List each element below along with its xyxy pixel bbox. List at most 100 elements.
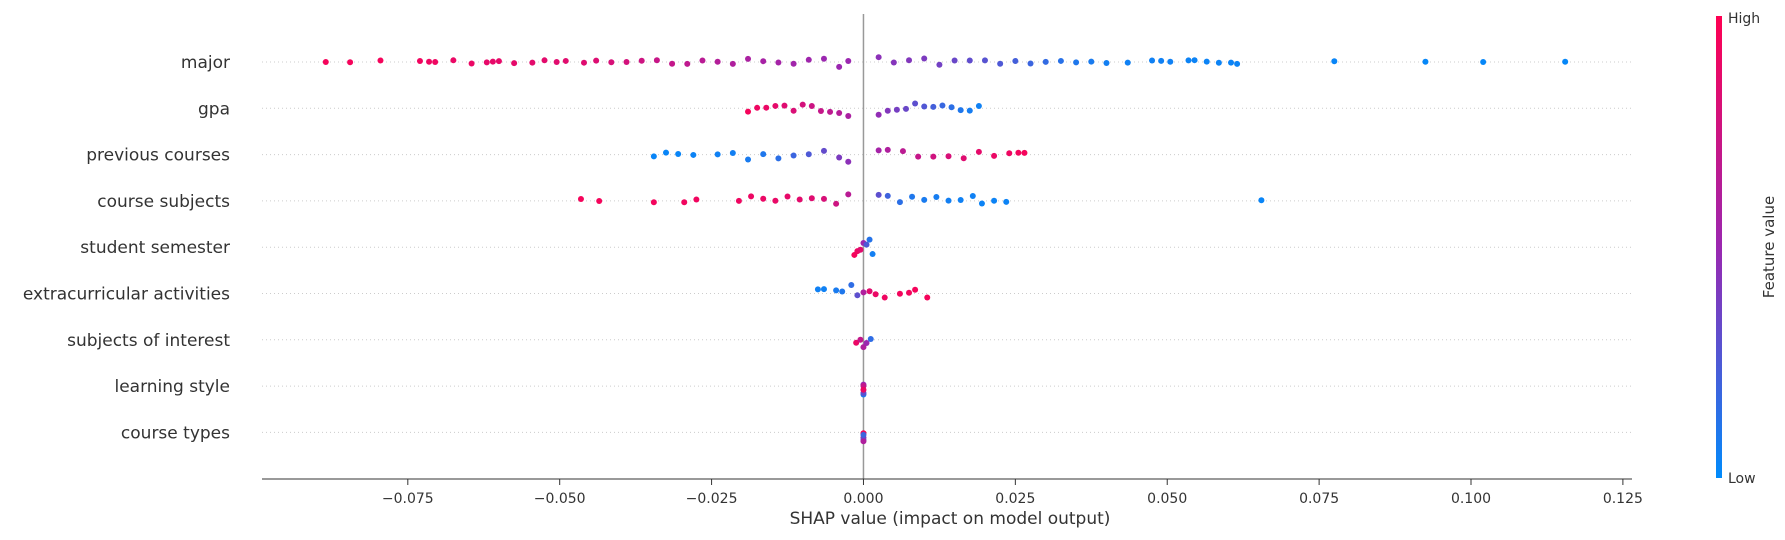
shap-point — [529, 59, 536, 66]
colorbar-title: Feature value — [1760, 196, 1778, 298]
shap-point — [650, 199, 657, 206]
colorbar-high-label: High — [1728, 11, 1760, 27]
shap-point — [860, 386, 867, 393]
shap-point — [921, 196, 928, 203]
shap-point — [450, 57, 457, 64]
shap-point — [975, 148, 982, 155]
shap-point — [653, 57, 660, 64]
colorbar: High Low Feature value — [1716, 11, 1778, 487]
shap-point — [863, 241, 870, 248]
shap-point — [960, 155, 967, 162]
x-axis-label: SHAP value (impact on model output) — [790, 509, 1111, 529]
shap-point — [945, 197, 952, 204]
shap-point — [820, 147, 827, 154]
shap-point — [902, 105, 909, 112]
shap-point — [845, 191, 852, 198]
shap-point — [827, 108, 834, 115]
shap-point — [820, 195, 827, 202]
shap-point — [948, 104, 955, 111]
shap-point — [1167, 58, 1174, 65]
shap-point — [562, 57, 569, 64]
shap-point — [1042, 58, 1049, 65]
feature-label: previous courses — [86, 146, 230, 166]
shap-point — [833, 287, 840, 294]
shap-point — [939, 102, 946, 109]
shap-point — [899, 148, 906, 155]
shap-point — [729, 60, 736, 67]
shap-point — [511, 60, 518, 67]
shap-point — [790, 152, 797, 159]
shap-point — [772, 102, 779, 109]
shap-point — [1422, 58, 1429, 65]
shap-point — [650, 153, 657, 160]
shap-point — [763, 104, 770, 111]
shap-point — [875, 191, 882, 198]
shap-point — [875, 147, 882, 154]
shap-point — [912, 286, 919, 293]
shap-point — [890, 59, 897, 66]
feature-label: extracurricular activities — [23, 285, 230, 305]
x-tick-label: −0.050 — [534, 491, 586, 507]
shap-point — [1191, 57, 1198, 64]
shap-point — [322, 58, 329, 65]
shap-point — [693, 196, 700, 203]
shap-point — [775, 155, 782, 162]
shap-point — [875, 54, 882, 61]
shap-point — [969, 192, 976, 199]
shap-point — [1203, 58, 1210, 65]
shap-point — [991, 152, 998, 159]
shap-point — [1073, 59, 1080, 66]
x-tick-label: −0.025 — [686, 491, 738, 507]
feature-label: learning style — [114, 377, 230, 397]
shap-point — [957, 197, 964, 204]
shap-point — [790, 107, 797, 114]
shap-point — [808, 103, 815, 109]
feature-label: major — [181, 53, 230, 73]
shap-point — [1057, 57, 1064, 64]
shap-point — [1215, 59, 1222, 66]
x-tick-label: −0.075 — [382, 491, 434, 507]
shap-point — [853, 339, 860, 346]
shap-point — [814, 286, 821, 293]
shap-point — [836, 63, 843, 70]
shap-point — [854, 292, 861, 299]
x-tick-label: 0.000 — [843, 491, 883, 507]
shap-point — [836, 154, 843, 161]
shap-point — [745, 108, 752, 115]
x-tick-label: 0.075 — [1299, 491, 1339, 507]
shap-point — [1185, 57, 1192, 64]
shap-point — [906, 57, 913, 64]
shap-point — [860, 344, 867, 351]
shap-point — [684, 60, 691, 67]
shap-point — [432, 59, 439, 66]
shap-point — [893, 106, 900, 113]
shap-point — [820, 286, 827, 293]
shap-point — [857, 246, 864, 253]
shap-point — [608, 59, 615, 66]
shap-point — [933, 193, 940, 200]
shap-point — [1088, 58, 1095, 65]
shap-point — [760, 195, 767, 202]
shap-point — [1234, 60, 1241, 67]
shap-point — [896, 199, 903, 206]
shap-point — [483, 59, 490, 66]
shap-point — [663, 149, 670, 156]
shap-point — [997, 60, 1004, 67]
shap-point — [754, 104, 761, 111]
shap-point — [690, 151, 697, 158]
shap-point — [817, 107, 824, 114]
shap-point — [860, 431, 867, 438]
shap-point — [924, 294, 931, 301]
shap-point — [347, 59, 354, 66]
shap-point — [1006, 150, 1013, 157]
shap-point — [581, 59, 587, 66]
shap-point — [675, 151, 682, 158]
feature-rows: major gpa previous courses course subjects s… — [23, 53, 1632, 443]
shap-point — [1027, 60, 1034, 67]
shap-point — [541, 57, 548, 64]
shap-point — [966, 57, 973, 64]
shap-point — [951, 57, 958, 64]
shap-point — [772, 197, 779, 204]
shap-point — [1480, 58, 1487, 65]
